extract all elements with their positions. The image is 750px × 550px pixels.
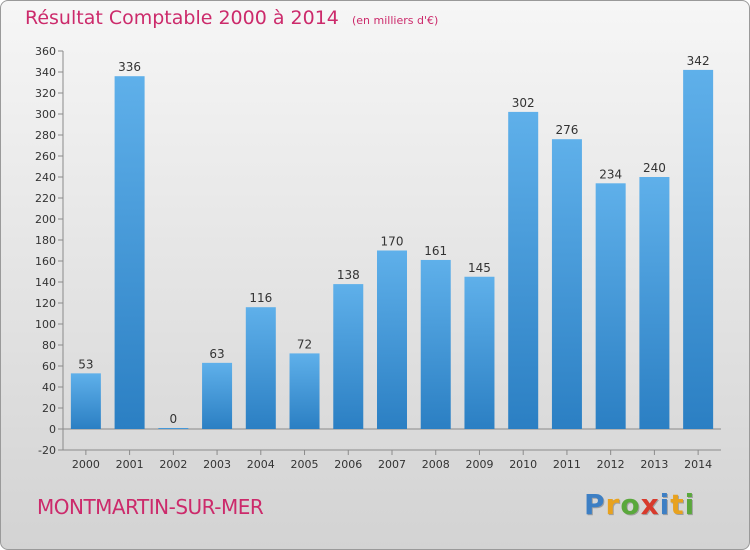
y-tick-label: 100 (35, 318, 56, 331)
data-label: 240 (643, 161, 666, 175)
y-tick-label: 220 (35, 192, 56, 205)
bar (158, 428, 189, 429)
data-label: 276 (555, 123, 578, 137)
y-tick-label: 180 (35, 234, 56, 247)
y-tick-label: 300 (35, 108, 56, 121)
x-tick-label: 2005 (291, 458, 319, 471)
x-tick-label: 2006 (334, 458, 362, 471)
bar (551, 139, 582, 429)
y-tick-label: 60 (42, 360, 56, 373)
bar (595, 183, 626, 429)
y-tick-label: 160 (35, 255, 56, 268)
logo-letter: x (640, 488, 660, 521)
x-tick-label: 2002 (159, 458, 187, 471)
x-tick-label: 2007 (378, 458, 406, 471)
y-tick-label: 80 (42, 339, 56, 352)
title-row: Résultat Comptable 2000 à 2014 (en milli… (25, 7, 438, 29)
y-tick-label: 340 (35, 66, 56, 79)
bar (683, 69, 714, 430)
y-tick-label: 120 (35, 297, 56, 310)
y-tick-label: 260 (35, 150, 56, 163)
y-tick-label: 200 (35, 213, 56, 226)
x-tick-label: 2001 (116, 458, 144, 471)
logo-letter: i (659, 488, 671, 521)
data-label: 161 (424, 244, 447, 258)
logo-letter: o (620, 488, 641, 521)
x-tick-label: 2013 (640, 458, 668, 471)
x-tick-label: 2003 (203, 458, 231, 471)
data-label: 63 (209, 347, 224, 361)
commune-name: MONTMARTIN-SUR-MER (37, 495, 264, 519)
x-tick-label: 2012 (597, 458, 625, 471)
bar (420, 259, 451, 429)
x-tick-label: 2011 (553, 458, 581, 471)
data-label: 0 (170, 412, 178, 426)
bar (508, 111, 539, 430)
x-tick-label: 2008 (422, 458, 450, 471)
x-axis: 2000 2001 2002 2003 2004 2005 2006 2007 2008 2009… (63, 428, 721, 471)
bar (639, 177, 670, 429)
data-label: 72 (297, 337, 312, 351)
y-tick-label: 40 (42, 381, 56, 394)
y-tick-label: 0 (49, 423, 56, 436)
logo-letter: P (584, 488, 606, 521)
data-label: 234 (599, 167, 622, 181)
data-labels: 53 336 0 63 116 72 138 170 161 145 302 276 234 240 342 (78, 54, 709, 426)
x-tick-label: 2014 (684, 458, 712, 471)
bar (289, 353, 320, 429)
y-tick-label: 240 (35, 171, 56, 184)
y-axis: -20 0 20 40 60 80 100 120 140 160 180 200 220 240 260 2… (35, 45, 64, 457)
data-label: 145 (468, 261, 491, 275)
data-label: 336 (118, 60, 141, 74)
logo-letter: r (605, 488, 621, 521)
logo-letter: t (670, 488, 685, 521)
data-label: 138 (337, 268, 360, 282)
bar (114, 76, 145, 429)
bar (333, 284, 364, 429)
data-label: 170 (381, 235, 404, 249)
data-label: 302 (512, 96, 535, 110)
y-tick-label: 20 (42, 402, 56, 415)
proxiti-logo[interactable]: Proxiti (584, 488, 695, 521)
bar (464, 276, 495, 429)
bar (377, 250, 407, 429)
bars (70, 69, 714, 430)
y-tick-label: 140 (35, 276, 56, 289)
y-tick-label: -20 (38, 444, 56, 457)
bar (245, 307, 276, 429)
chart-subtitle: (en milliers d'€) (351, 14, 439, 27)
data-label: 116 (249, 291, 272, 305)
x-tick-label: 2004 (247, 458, 275, 471)
logo-letter: i (684, 488, 696, 521)
y-tick-label: 320 (35, 87, 56, 100)
x-tick-label: 2010 (509, 458, 537, 471)
bar (70, 373, 101, 429)
y-tick-label: 360 (35, 45, 56, 58)
chart-title: Résultat Comptable 2000 à 2014 (25, 7, 339, 29)
x-tick-label: 2000 (72, 458, 100, 471)
x-tick-label: 2009 (465, 458, 493, 471)
bar (202, 362, 233, 429)
data-label: 342 (687, 54, 710, 68)
data-label: 53 (78, 357, 93, 371)
y-tick-label: 280 (35, 129, 56, 142)
